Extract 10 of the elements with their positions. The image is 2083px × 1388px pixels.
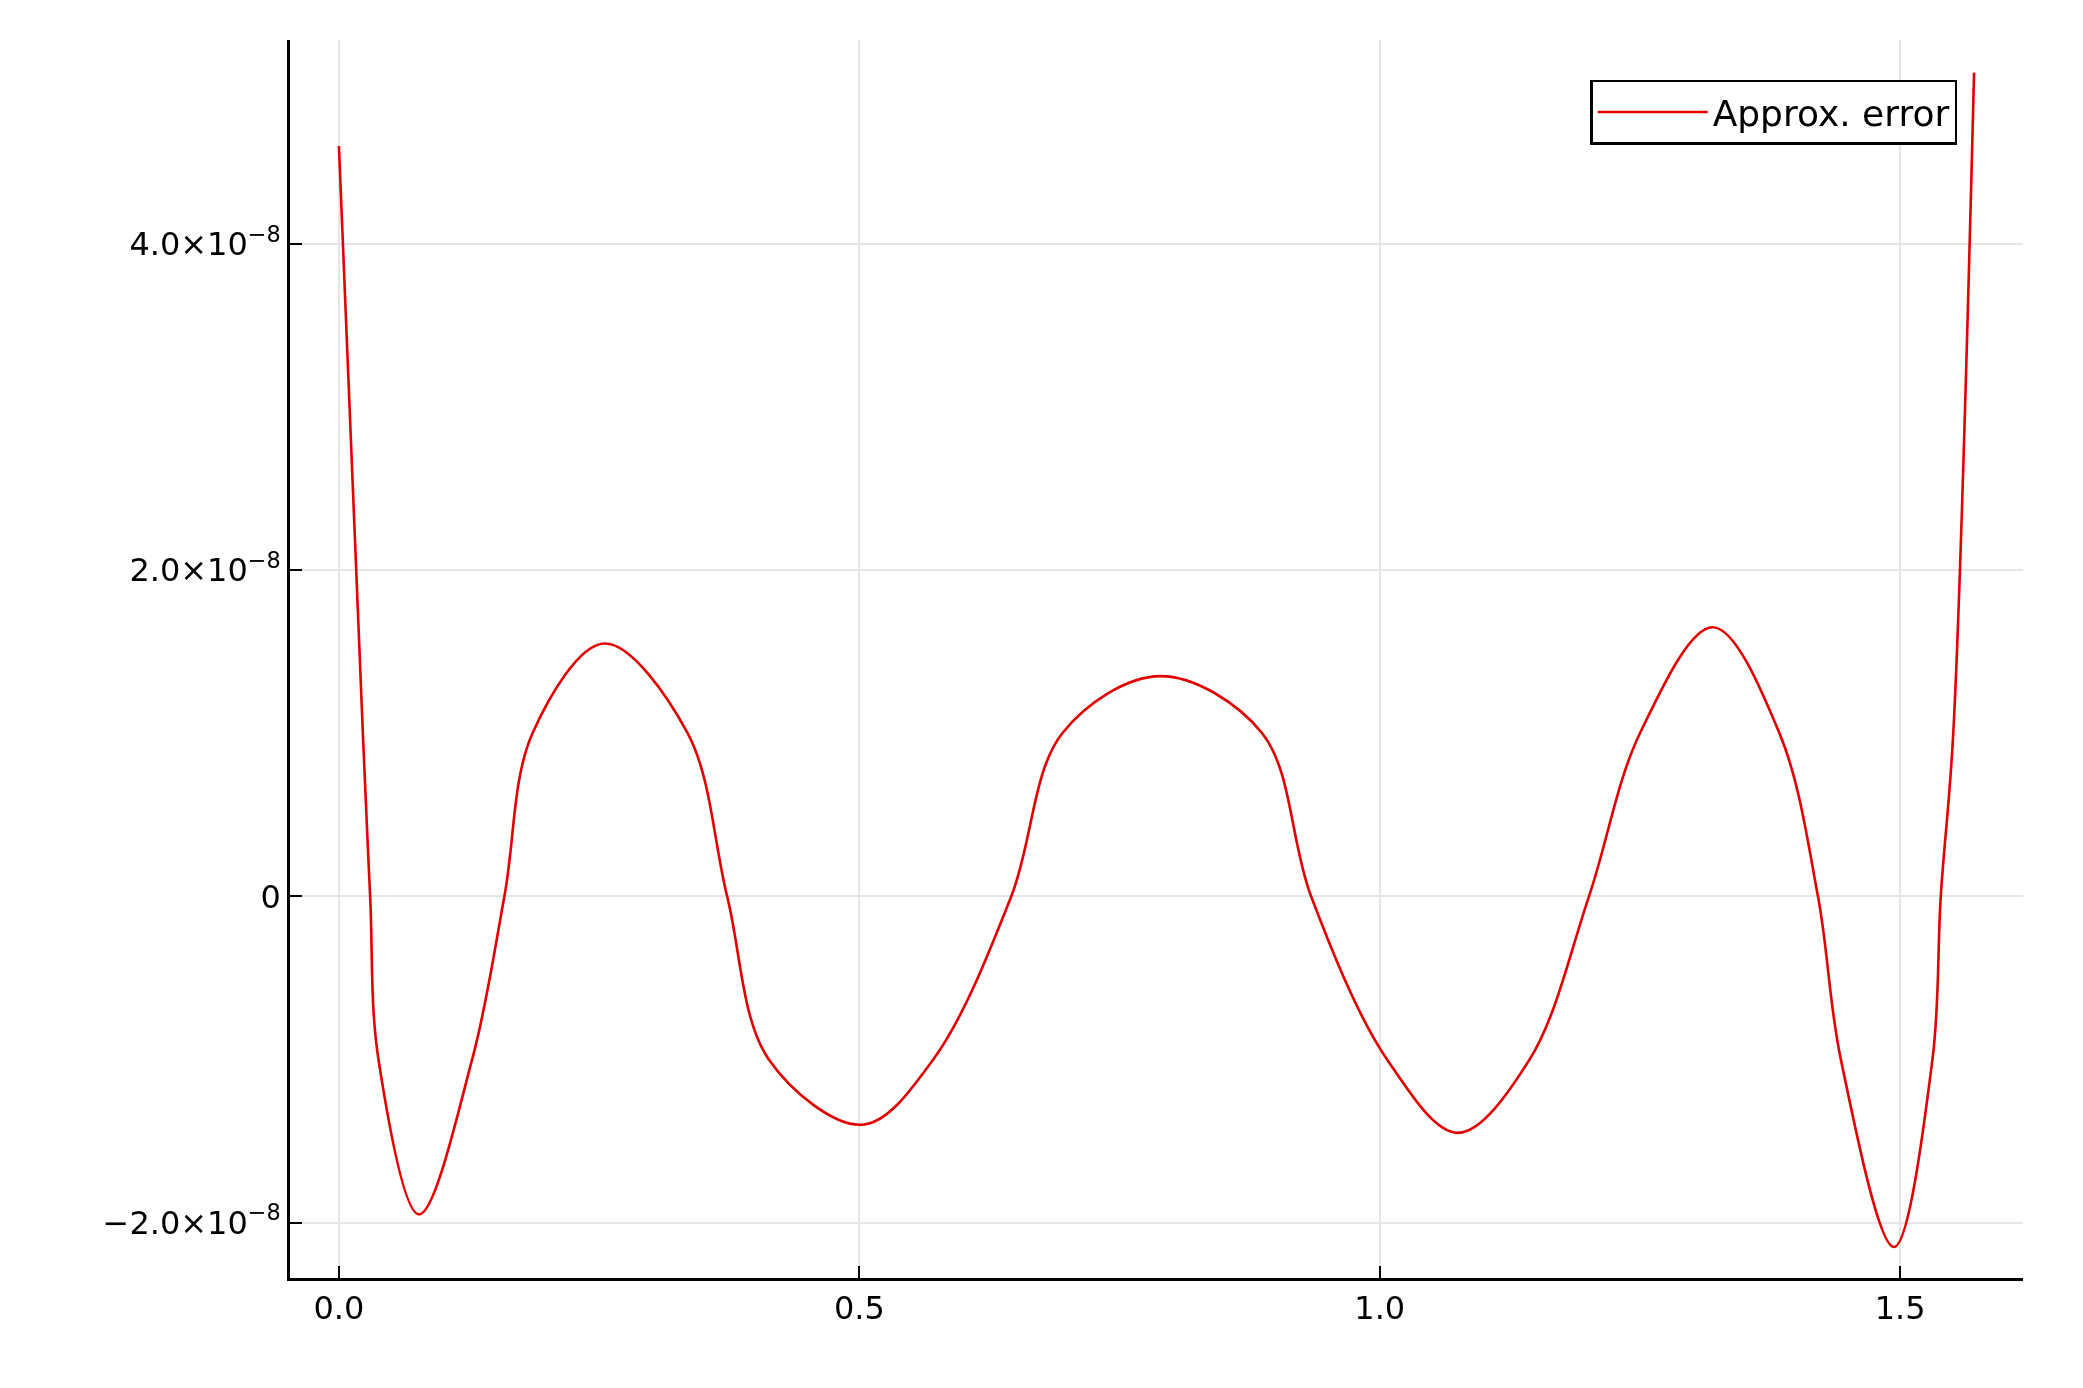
y-tick-label: 2.0×10$^{−8}$ — [129, 546, 281, 590]
x-tick-label: 1.5 — [1874, 1289, 1926, 1328]
line-series — [337, 71, 1976, 1249]
y-tick-label: 0 — [260, 877, 281, 916]
x-tick-label: 1.0 — [1354, 1289, 1406, 1328]
x-tick-label: 0.0 — [313, 1289, 365, 1328]
x-tick-label: 0.5 — [833, 1289, 885, 1328]
y-tick-label: −2.0×10$^{−8}$ — [102, 1199, 281, 1242]
y-tick-label: 4.0×10$^{−8}$ — [129, 220, 281, 264]
legend-label: Approx. error — [1712, 93, 1950, 135]
